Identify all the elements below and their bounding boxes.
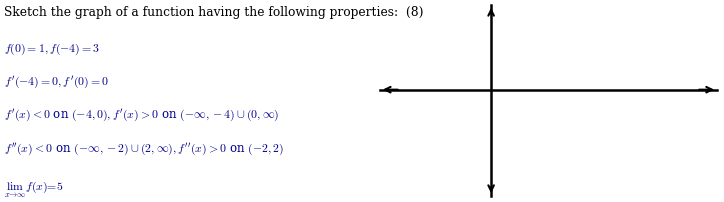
- Text: $f^{\prime}(-4)=0, f^{\prime}(0)=0$: $f^{\prime}(-4)=0, f^{\prime}(0)=0$: [4, 74, 109, 90]
- Text: $f(0)=1, f(-4)=3$: $f(0)=1, f(-4)=3$: [4, 41, 100, 57]
- Text: $\lim_{x\to\infty} f(x)=5$: $\lim_{x\to\infty} f(x)=5$: [4, 179, 63, 199]
- Text: $f^{\prime\prime}(x)<0$ on $(-\infty,-2)\cup(2,\infty), f^{\prime\prime}(x)>0$ o: $f^{\prime\prime}(x)<0$ on $(-\infty,-2)…: [4, 140, 284, 157]
- Text: Sketch the graph of a function having the following properties:  (8): Sketch the graph of a function having th…: [4, 6, 424, 19]
- Text: $f^{\prime}(x)<0$ on $(-4,0), f^{\prime}(x)>0$ on $(-\infty,-4)\cup(0,\infty)$: $f^{\prime}(x)<0$ on $(-4,0), f^{\prime}…: [4, 106, 279, 122]
